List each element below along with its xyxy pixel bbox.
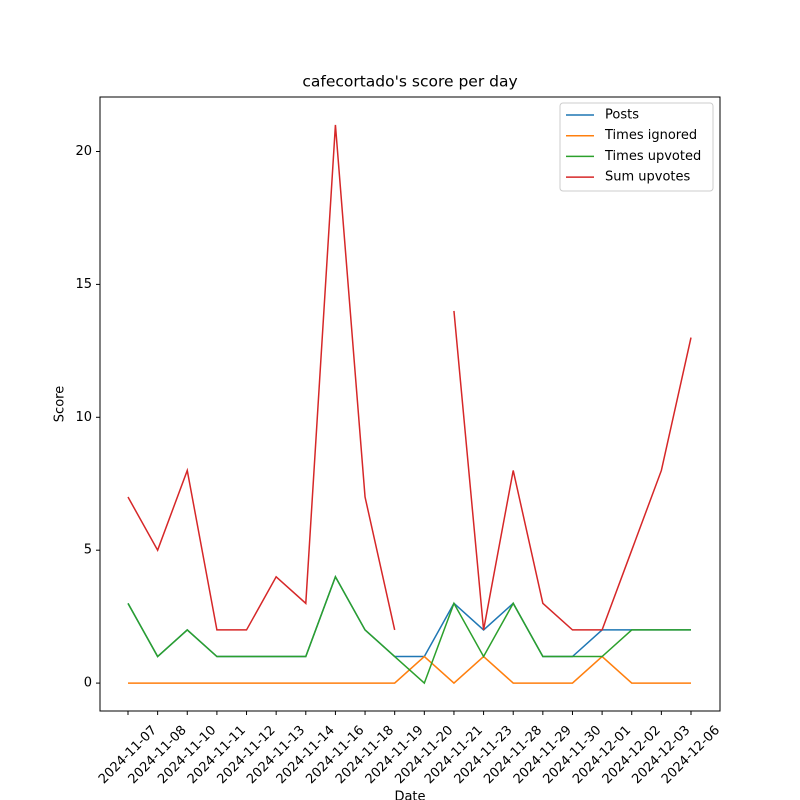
legend-label: Times ignored [604,128,697,143]
legend-label: Posts [605,108,639,123]
y-tick-label: 5 [84,543,92,558]
plot-area [99,96,721,712]
y-tick-label: 15 [75,277,92,292]
series-line [127,574,691,685]
y-tick-label: 0 [84,676,92,691]
chart-title: cafecortado's score per day [302,73,517,91]
legend-label: Times upvoted [604,149,701,164]
series-line [127,124,692,631]
legend-box [559,102,714,192]
y-tick-label: 10 [75,410,92,425]
y-axis-label: Score [53,386,68,422]
legend-label: Sum upvotes [605,170,691,185]
y-tick-label: 20 [75,144,92,159]
x-axis-label: Date [394,790,425,800]
